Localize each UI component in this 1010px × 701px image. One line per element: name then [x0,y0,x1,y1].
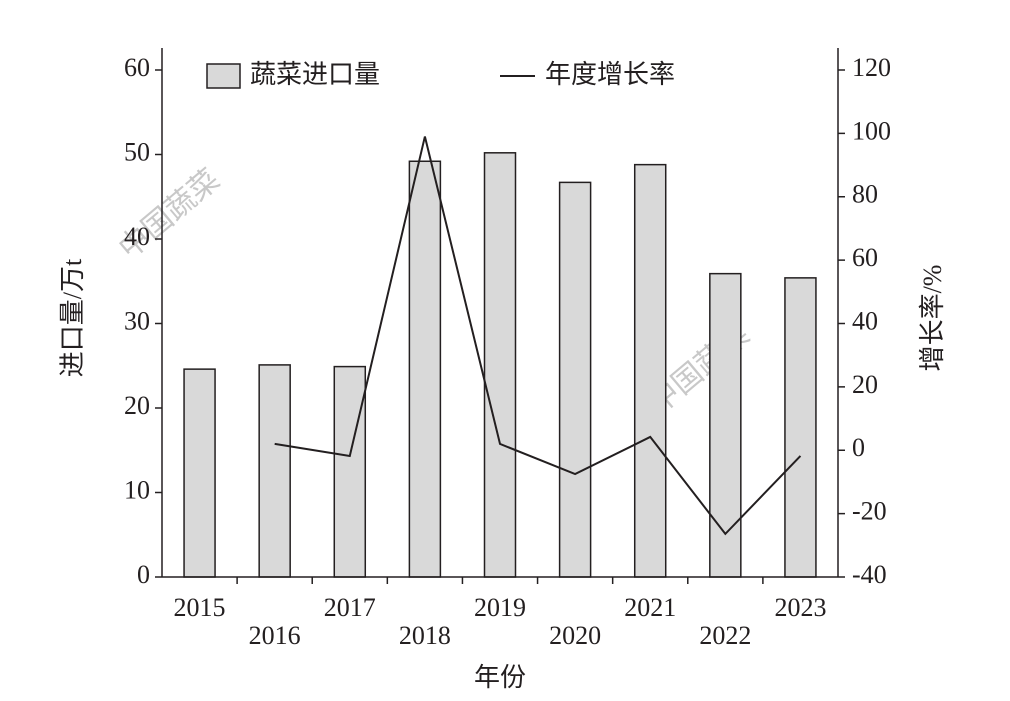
y-axis-title: 进口量/万t [58,258,87,377]
y-tick-label: 10 [124,475,150,504]
x-tick-label: 2021 [624,593,676,622]
bar [633,163,667,578]
bar [183,368,216,578]
y-tick-label: 0 [137,560,150,589]
x-tick-label: 2016 [249,621,301,650]
y-tick-label: 30 [124,306,150,335]
x-tick-label: 2017 [324,593,376,622]
bar [558,181,592,578]
y-tick-label: 60 [124,53,150,82]
bar [483,152,517,578]
bar [333,365,367,578]
legend-label: 蔬菜进口量 [250,60,380,89]
y-tick-label: 40 [124,222,150,251]
x-tick-label: 2020 [549,621,601,650]
y2-axis-title: 增长率/% [918,265,947,372]
x-tick-label: 2023 [774,593,826,622]
x-tick-label: 2015 [174,593,226,622]
y2-tick-label: 60 [852,243,878,272]
y2-tick-label: 120 [852,53,891,82]
y2-tick-label: 20 [852,370,878,399]
y2-tick-label: 40 [852,306,878,335]
growth-line [274,136,802,536]
x-axis-title: 年份 [474,663,526,692]
legend-swatch [206,63,241,89]
y2-tick-label: -20 [852,497,887,526]
y2-tick-label: 0 [852,433,865,462]
y2-tick-label: -40 [852,560,887,589]
x-tick-label: 2018 [399,621,451,650]
y2-tick-label: 80 [852,180,878,209]
legend-label: 年度增长率 [545,60,675,89]
bar [408,160,442,578]
y-tick-label: 20 [124,391,150,420]
x-tick-label: 2022 [699,621,751,650]
bar [784,277,817,578]
bar [709,272,742,578]
x-tick-label: 2019 [474,593,526,622]
y-tick-label: 50 [124,137,150,166]
bar [258,364,291,578]
y2-tick-label: 100 [852,116,891,145]
